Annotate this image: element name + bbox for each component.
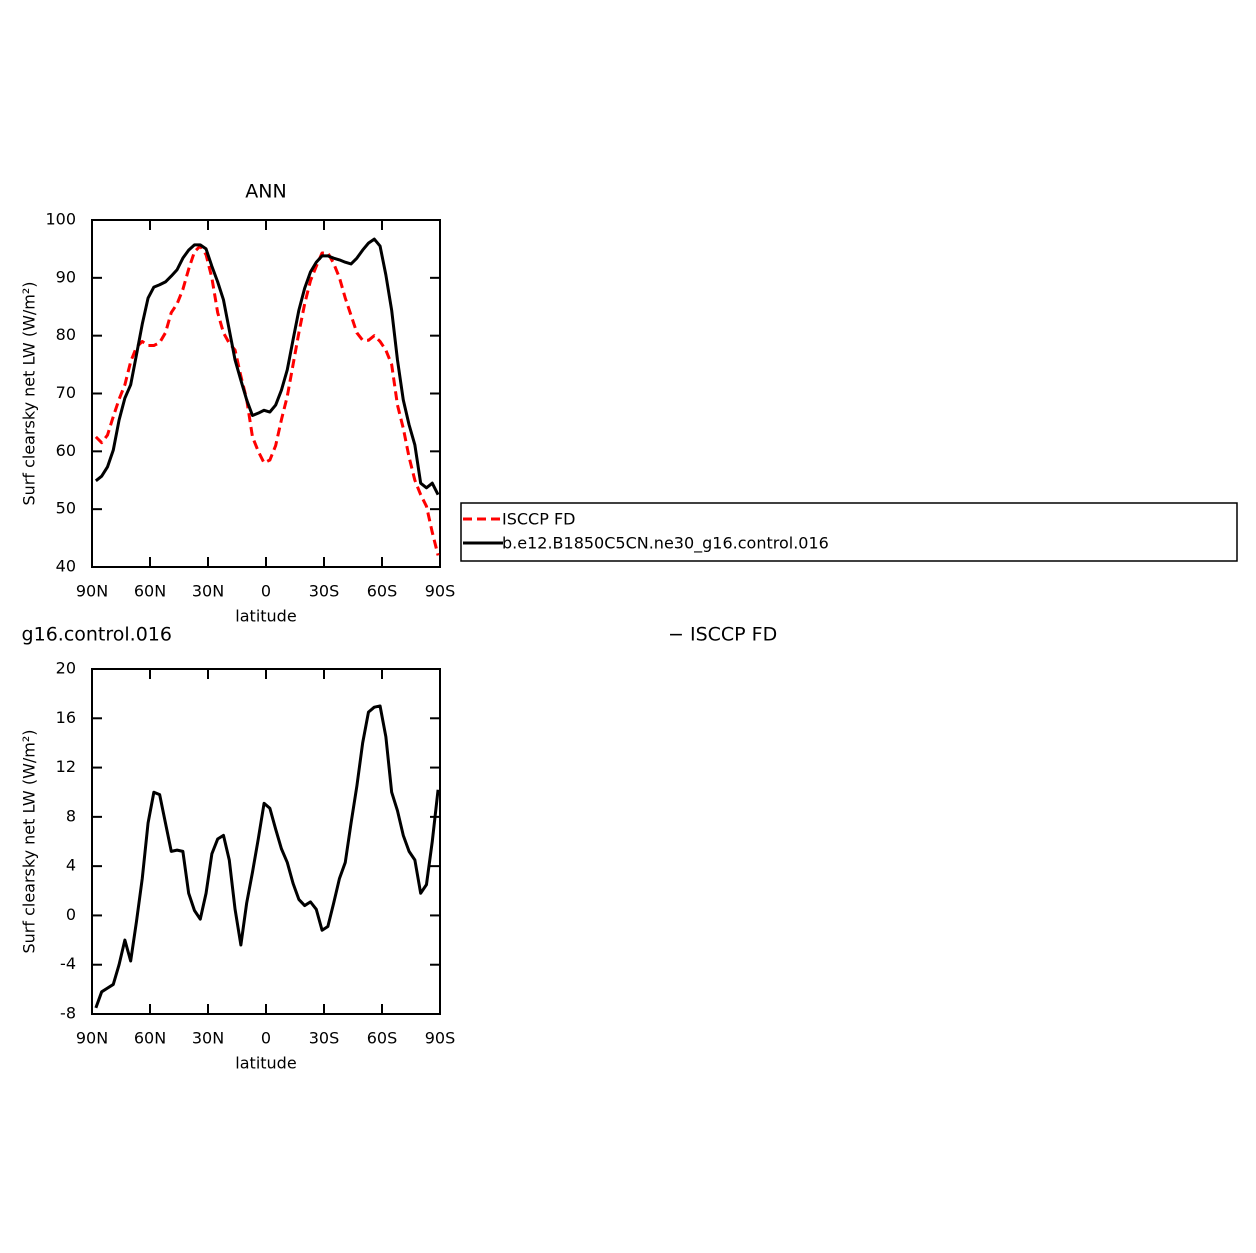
y-tick-label: 16 — [56, 708, 76, 727]
chart-title: ANN — [245, 181, 286, 203]
x-tick-label: 90S — [425, 582, 456, 601]
y-axis-label: Surf clearsky net LW (W/m²) — [20, 281, 39, 505]
data-line — [94, 237, 440, 496]
y-tick-label: 8 — [66, 806, 76, 825]
x-tick-label: 30N — [192, 1029, 224, 1048]
y-tick-label: 20 — [56, 659, 76, 678]
data-line — [94, 704, 440, 1009]
y-tick-label: 4 — [66, 856, 76, 875]
legend-box — [460, 502, 1238, 562]
data-line — [94, 244, 440, 556]
x-tick-label: 60S — [367, 1029, 398, 1048]
x-tick-label: 60S — [367, 582, 398, 601]
y-tick-label: 12 — [56, 757, 76, 776]
y-tick-label: -4 — [60, 954, 76, 973]
x-tick-label: 0 — [261, 582, 271, 601]
x-axis-label: latitude — [235, 607, 296, 626]
y-tick-label: 70 — [56, 383, 76, 402]
y-tick-label: 90 — [56, 267, 76, 286]
legend-label: ISCCP FD — [502, 510, 575, 529]
x-tick-label: 30S — [309, 582, 340, 601]
x-tick-label: 90N — [76, 1029, 108, 1048]
y-tick-label: 80 — [56, 325, 76, 344]
x-tick-label: 30S — [309, 1029, 340, 1048]
x-tick-label: 90S — [425, 1029, 456, 1048]
chart-title: g16.control.016 — [22, 624, 172, 646]
y-tick-label: 100 — [45, 210, 76, 229]
chart-right-title: − ISCCP FD — [668, 624, 777, 646]
y-tick-label: 50 — [56, 499, 76, 518]
y-tick-label: -8 — [60, 1004, 76, 1023]
x-axis-label: latitude — [235, 1054, 296, 1073]
x-tick-label: 0 — [261, 1029, 271, 1048]
legend-label: b.e12.B1850C5CN.ne30_g16.control.016 — [502, 534, 829, 554]
x-tick-label: 30N — [192, 582, 224, 601]
y-tick-label: 0 — [66, 905, 76, 924]
x-tick-label: 60N — [134, 1029, 166, 1048]
plot-frame — [91, 668, 441, 1015]
plot-frame — [91, 219, 441, 568]
y-axis-label: Surf clearsky net LW (W/m²) — [20, 729, 39, 953]
y-tick-label: 40 — [56, 557, 76, 576]
x-tick-label: 90N — [76, 582, 108, 601]
y-tick-label: 60 — [56, 441, 76, 460]
x-tick-label: 60N — [134, 582, 166, 601]
